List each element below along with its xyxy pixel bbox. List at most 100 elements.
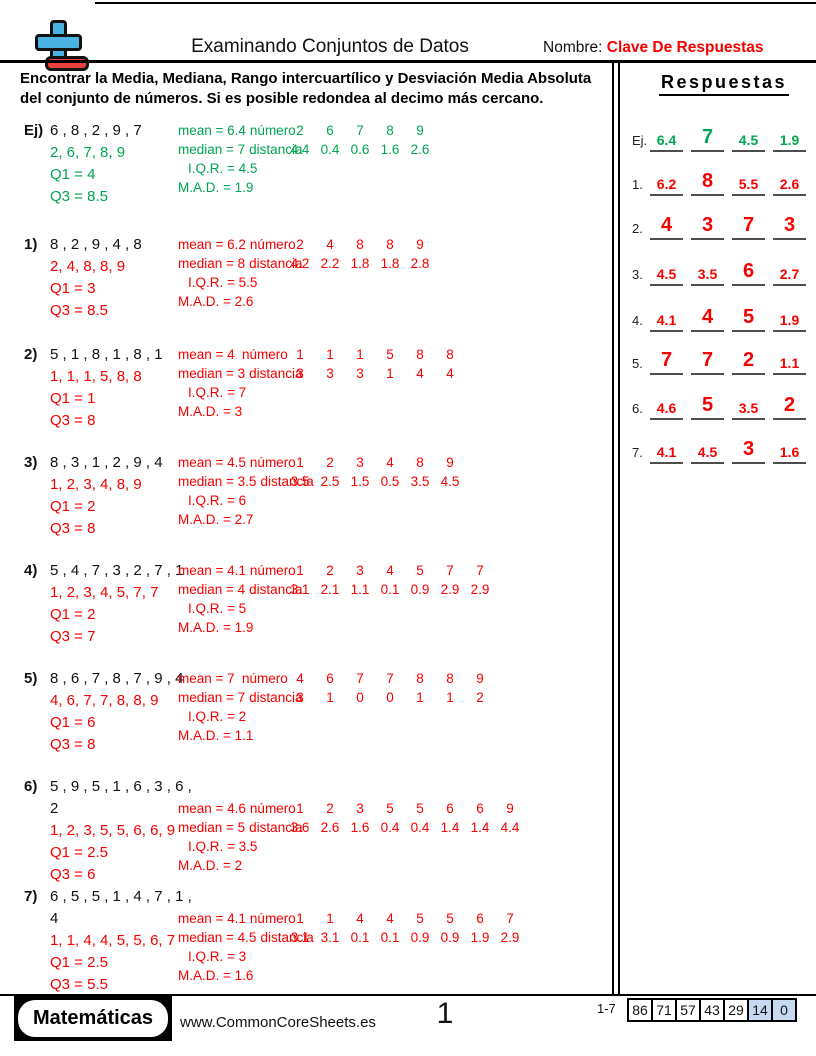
distancia-value: 2.9	[440, 582, 460, 597]
iqr-value: I.Q.R. = 6	[188, 493, 247, 508]
distancia-label: distancia	[260, 474, 314, 489]
median-row: median = 7 distancia 4.4 0.4 0.6 1.6 2.6	[178, 142, 608, 161]
stats-table: mean = 4.1 número 1 1 4 4 5 5 6 7 median = 4.5 dis…	[178, 911, 608, 987]
distancia-label: distancia	[249, 690, 303, 705]
distancia-value: 1	[326, 690, 334, 705]
mad-value: M.A.D. = 2.6	[178, 294, 254, 309]
distancia-label: distancia	[260, 930, 314, 945]
distancia-value: 0.4	[380, 820, 400, 835]
mean-value: mean = 6.4	[178, 123, 246, 138]
distancia-value: 2.9	[500, 930, 520, 945]
numero-value: 4	[326, 237, 334, 252]
mad-row: M.A.D. = 1.6	[178, 968, 608, 987]
mean-row: mean = 4 número 1 1 1 5 8 8	[178, 347, 608, 366]
dataset-line: 3) 8 , 3 , 1 , 2 , 9 , 4	[24, 452, 610, 474]
numero-value: 8	[446, 347, 454, 362]
distancia-value: 3	[326, 366, 334, 381]
distancia-value: 4.5	[440, 474, 460, 489]
distancia-value: 0.9	[440, 930, 460, 945]
distancia-value: 0.4	[320, 142, 340, 157]
numero-label: número	[249, 455, 296, 470]
numero-value: 6	[476, 911, 484, 926]
header-divider	[0, 60, 816, 63]
answer-values: 4.5 3.5 6 2.7	[650, 256, 806, 286]
answer-value: 6.2	[656, 176, 677, 192]
distancia-values: 3.6 2.6 1.6 0.4 0.4 1.4 1.4 4.4	[285, 820, 525, 835]
iqr-value: I.Q.R. = 5.5	[188, 275, 258, 290]
median-value: median = 8	[178, 256, 246, 271]
answer-value: 8	[701, 170, 714, 192]
distancia-value: 1	[386, 366, 394, 381]
numero-value: 7	[506, 911, 514, 926]
mad-row: M.A.D. = 1.9	[178, 180, 608, 199]
mean-value: mean = 6.2	[178, 237, 246, 252]
numero-value: 9	[476, 671, 484, 686]
numero-value: 1	[296, 347, 304, 362]
median-value: median = 7	[178, 690, 246, 705]
answer-blank: 1.9	[773, 302, 806, 332]
q3-value: Q3 = 8	[50, 412, 96, 429]
iqr-value: I.Q.R. = 3	[188, 949, 247, 964]
distancia-value: 2.9	[470, 582, 490, 597]
distancia-value: 0.5	[380, 474, 400, 489]
mad-row: M.A.D. = 3	[178, 404, 608, 423]
answer-values: 7 7 2 1.1	[650, 345, 806, 375]
distancia-value: 3	[356, 366, 364, 381]
numero-value: 8	[416, 455, 424, 470]
answer-value: 1.9	[779, 312, 800, 328]
dataset-line: 7) 6 , 5 , 5 , 1 , 4 , 7 , 1 ,	[24, 886, 610, 908]
answer-value: 4	[660, 214, 673, 236]
page-title: Examinando Conjuntos de Datos	[191, 36, 469, 57]
footer-divider	[0, 994, 816, 996]
distancia-value: 2	[476, 690, 484, 705]
mean-row: mean = 4.1 número 1 2 3 4 5 7 7	[178, 563, 608, 582]
numero-value: 5	[416, 911, 424, 926]
answer-value: 7	[742, 214, 755, 236]
answer-value: 4.5	[656, 266, 677, 282]
median-row: median = 7 distancia 3 1 0 0 1 1 2	[178, 690, 608, 709]
problem-number: 2)	[24, 346, 38, 363]
answer-blank: 4	[650, 210, 683, 240]
problem-number: 6)	[24, 778, 38, 795]
numero-value: 2	[326, 801, 334, 816]
distancia-values: 3.1 2.1 1.1 0.1 0.9 2.9 2.9	[285, 582, 495, 597]
stats-table: mean = 6.2 número 2 4 8 8 9 median = 8 distanci…	[178, 237, 608, 313]
minus-icon	[45, 56, 89, 71]
problem-2: 2) 5 , 1 , 8 , 1 , 8 , 1 1, 1, 1, 5, 8, 8…	[24, 344, 610, 432]
mean-value: mean = 4.6	[178, 801, 246, 816]
q1-value: Q1 = 2	[50, 606, 96, 623]
distancia-value: 3.1	[290, 930, 310, 945]
sorted-values: 1, 2, 3, 4, 8, 9	[50, 476, 142, 493]
answer-blank: 3.5	[732, 390, 765, 420]
distancia-value: 1.8	[380, 256, 400, 271]
sorted-values: 1, 2, 3, 5, 5, 6, 6, 9	[50, 822, 176, 839]
answer-value: 3	[742, 438, 755, 460]
median-row: median = 5 distancia 3.6 2.6 1.6 0.4 0.4 1.4 1.4…	[178, 820, 608, 839]
mad-row: M.A.D. = 2	[178, 858, 608, 877]
answer-blank: 6.4	[650, 122, 683, 152]
dataset-values: 5 , 9 , 5 , 1 , 6 , 3 , 6 ,	[50, 778, 192, 795]
problem-number: 4)	[24, 562, 38, 579]
iqr-row: I.Q.R. = 3	[178, 949, 608, 968]
mad-value: M.A.D. = 1.6	[178, 968, 254, 983]
sorted-values: 1, 1, 4, 4, 5, 5, 6, 7	[50, 932, 176, 949]
plus-minus-logo-icon	[30, 16, 120, 74]
distancia-value: 4	[416, 366, 424, 381]
dataset-line: 4) 5 , 4 , 7 , 3 , 2 , 7 , 1	[24, 560, 610, 582]
answer-row-label: Ej.	[632, 133, 648, 148]
q1-value: Q1 = 2.5	[50, 844, 108, 861]
stats-table: mean = 6.4 número 2 6 7 8 9 median = 7 distanci…	[178, 123, 608, 199]
distancia-value: 0	[386, 690, 394, 705]
stats-table: mean = 4.6 número 1 2 3 5 5 6 6 9 median = 5 dista…	[178, 801, 608, 877]
answer-value: 7	[701, 349, 714, 371]
distancia-value: 1.6	[350, 820, 370, 835]
answer-blank: 1.9	[773, 122, 806, 152]
numero-value: 1	[296, 911, 304, 926]
mean-value: mean = 4.1	[178, 911, 246, 926]
numero-value: 4	[386, 455, 394, 470]
answer-value: 2.7	[779, 266, 800, 282]
q3-value: Q3 = 6	[50, 866, 96, 883]
numero-value: 3	[356, 801, 364, 816]
numero-value: 8	[356, 237, 364, 252]
